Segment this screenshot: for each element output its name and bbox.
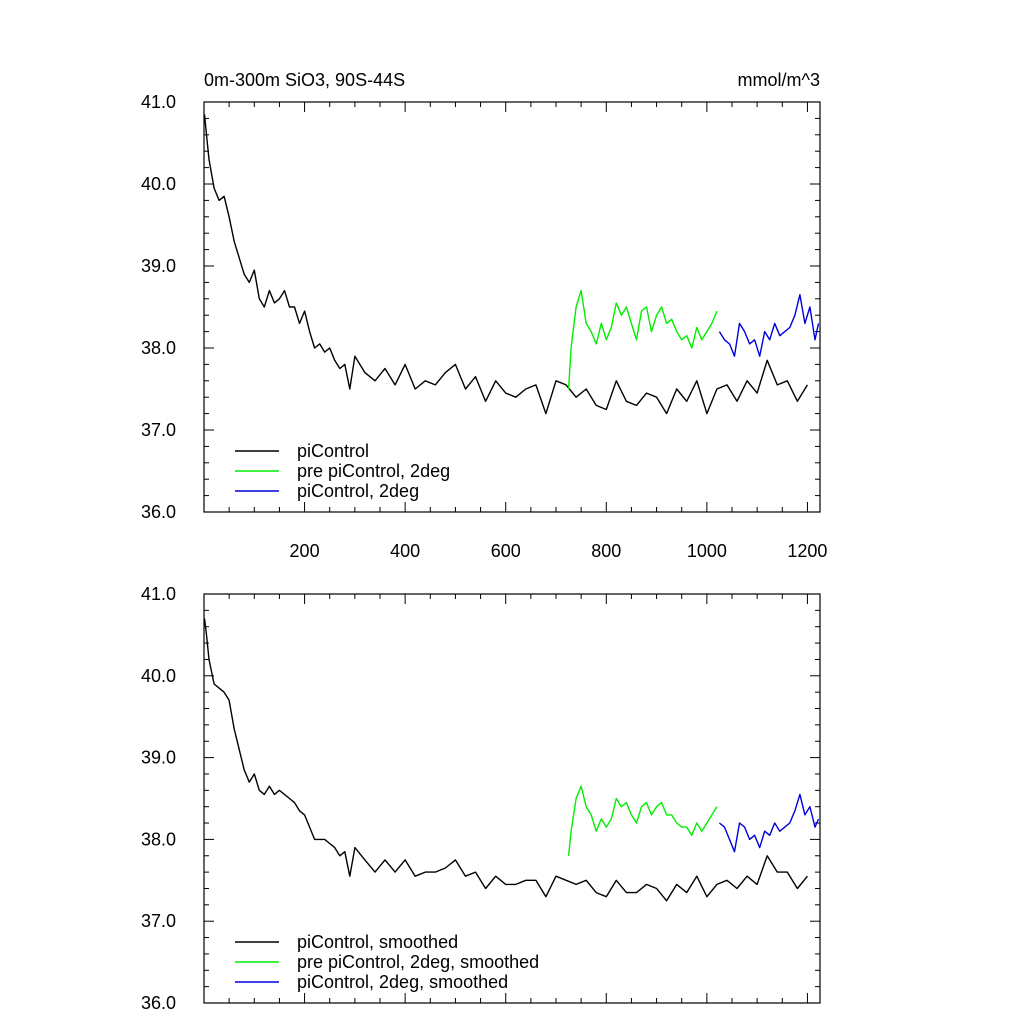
y-tick-label: 36.0: [141, 993, 176, 1013]
y-tick-label: 40.0: [141, 174, 176, 194]
plot-frame: [203, 593, 821, 1004]
series-line-pre-picontrol-2deg: [567, 289, 718, 390]
y-tick-label: 39.0: [141, 748, 176, 768]
legend-label: piControl, smoothed: [297, 932, 458, 952]
x-tick-label: 400: [390, 541, 420, 561]
legend-label: piControl, 2deg, smoothed: [297, 972, 508, 992]
top-panel: 36.0 37.0 38.0 39.0 40.0 41.0 200 400 600 800 1000…: [141, 92, 827, 561]
series-line-picontrol-2deg: [718, 294, 820, 357]
y-tick-label: 39.0: [141, 256, 176, 276]
y-tick-label: 40.0: [141, 666, 176, 686]
bottom-panel: 36.0 37.0 38.0 39.0 40.0 41.0 piControl, smoot…: [141, 584, 821, 1013]
x-tick-label: 200: [290, 541, 320, 561]
x-tick-label: 1200: [787, 541, 827, 561]
x-tick-label: 800: [591, 541, 621, 561]
legend-label: piControl: [297, 441, 369, 461]
series-line-picontrol-smoothed: [203, 618, 808, 902]
series-line-picontrol: [203, 114, 808, 415]
y-tick-label: 36.0: [141, 502, 176, 522]
x-tick-label: 1000: [687, 541, 727, 561]
y-tick-label: 41.0: [141, 92, 176, 112]
series-line-picontrol-2deg-smoothed: [718, 793, 820, 853]
legend-label: piControl, 2deg: [297, 481, 419, 501]
legend-label: pre piControl, 2deg: [297, 461, 450, 481]
plot-frame: [203, 101, 821, 513]
chart-title: 0m-300m SiO3, 90S-44S: [204, 70, 405, 90]
y-tick-label: 38.0: [141, 338, 176, 358]
units-label: mmol/m^3: [738, 70, 820, 90]
legend-label: pre piControl, 2deg, smoothed: [297, 952, 539, 972]
series-line-pre-picontrol-2deg-smoothed: [567, 785, 718, 856]
y-tick-label: 41.0: [141, 584, 176, 604]
y-tick-label: 38.0: [141, 829, 176, 849]
x-tick-label: 600: [491, 541, 521, 561]
y-tick-label: 37.0: [141, 911, 176, 931]
y-tick-label: 37.0: [141, 420, 176, 440]
